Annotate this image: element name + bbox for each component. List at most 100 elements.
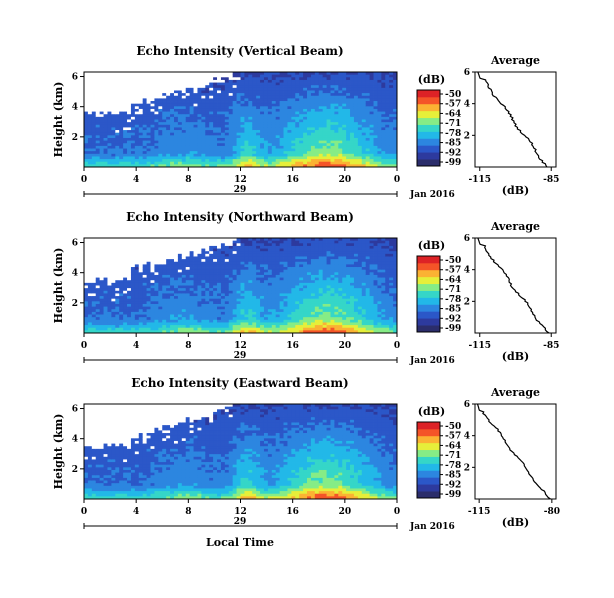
heatmap-cell	[127, 101, 132, 105]
heatmap-cell	[99, 161, 104, 165]
heatmap-cell	[162, 309, 167, 313]
heatmap-cell	[232, 122, 237, 126]
heatmap-cell	[224, 85, 230, 89]
heatmap-cell	[275, 116, 281, 120]
heatmap-cell	[228, 103, 234, 107]
heatmap-cell	[177, 256, 183, 260]
heatmap-cell	[236, 132, 241, 136]
heatmap-cell	[373, 132, 378, 136]
heatmap-cell	[107, 293, 112, 297]
heatmap-cell	[240, 306, 245, 310]
heatmap-cell	[373, 135, 378, 139]
heatmap-cell	[252, 161, 257, 165]
heatmap-cell	[248, 296, 253, 300]
heatmap-cell	[87, 330, 93, 334]
heatmap-cell	[209, 153, 214, 157]
heatmap-cell	[87, 264, 93, 268]
heatmap-cell	[271, 161, 277, 165]
heatmap-cell	[111, 259, 116, 263]
heatmap-cell	[357, 98, 363, 102]
heatmap-cell	[295, 72, 300, 76]
heatmap-cell	[217, 296, 222, 300]
heatmap-cell	[111, 108, 116, 112]
heatmap-cell	[193, 285, 198, 289]
heatmap-cell	[103, 127, 108, 131]
heatmap-cell	[260, 95, 265, 99]
heatmap-cell	[275, 77, 281, 81]
heatmap-cell	[271, 124, 277, 128]
heatmap-cell	[123, 159, 128, 163]
heatmap-cell	[173, 282, 179, 286]
heatmap-cell	[334, 164, 339, 168]
heatmap-cell	[283, 148, 288, 152]
heatmap-cell	[127, 251, 132, 255]
heatmap-cell	[240, 90, 245, 94]
heatmap-cell	[220, 127, 226, 131]
heatmap-cell	[150, 106, 155, 110]
heatmap-cell	[295, 267, 300, 271]
heatmap-cell	[130, 277, 136, 281]
heatmap-cell	[185, 259, 191, 263]
heatmap-cell	[189, 269, 194, 273]
heatmap-cell	[95, 132, 101, 136]
heatmap-cell	[142, 143, 147, 147]
heatmap-cell	[357, 119, 363, 123]
heatmap-cell	[154, 325, 159, 329]
heatmap-cell	[263, 317, 269, 321]
heatmap-cell	[123, 74, 128, 78]
heatmap-cell	[236, 148, 241, 152]
heatmap-cell	[185, 277, 191, 281]
heatmap-cell	[271, 145, 277, 149]
heatmap-cell	[142, 90, 147, 94]
heatmap-cell	[193, 264, 198, 268]
heatmap-cell	[263, 132, 269, 136]
heatmap-cell	[111, 95, 116, 99]
heatmap-cell	[170, 87, 175, 91]
heatmap-cell	[385, 72, 390, 76]
heatmap-cell	[107, 309, 112, 313]
heatmap-cell	[209, 311, 214, 315]
heatmap-cell	[166, 238, 171, 242]
heatmap-cell	[166, 79, 171, 83]
heatmap-cell	[217, 140, 222, 144]
heatmap-cell	[146, 82, 151, 86]
heatmap-cell	[150, 309, 155, 313]
heatmap-cell	[103, 296, 108, 300]
heatmap-cell	[181, 327, 187, 331]
heatmap-cell	[99, 135, 104, 139]
heatmap-cell	[130, 272, 136, 276]
heatmap-cell	[389, 127, 394, 131]
heatmap-cell	[295, 261, 300, 265]
heatmap-cell	[314, 82, 320, 86]
heatmap-cell	[162, 311, 167, 315]
heatmap-cell	[287, 311, 292, 315]
heatmap-cell	[283, 85, 288, 89]
heatmap-cell	[263, 322, 269, 326]
heatmap-cell	[217, 77, 222, 81]
heatmap-cell	[150, 290, 155, 294]
heatmap-cell	[346, 135, 351, 139]
heatmap-cell	[346, 114, 351, 118]
heatmap-cell	[107, 82, 112, 86]
heatmap-cell	[334, 85, 339, 89]
heatmap-cell	[123, 119, 128, 123]
heatmap-cell	[213, 127, 218, 131]
heatmap-cell	[322, 108, 327, 112]
heatmap-cell	[134, 319, 140, 323]
heatmap-cell	[189, 259, 194, 263]
heatmap-cell	[232, 325, 237, 329]
heatmap-cell	[338, 164, 343, 168]
heatmap-cell	[252, 93, 257, 97]
heatmap-cell	[256, 72, 261, 76]
heatmap-cell	[342, 74, 347, 78]
heatmap-cell	[127, 103, 132, 107]
heatmap-cell	[166, 243, 171, 247]
heatmap-cell	[318, 95, 324, 99]
heatmap-cell	[177, 325, 183, 329]
heatmap-cell	[260, 164, 265, 168]
heatmap-cell	[303, 248, 308, 252]
heatmap-cell	[213, 101, 218, 105]
heatmap-cell	[134, 240, 140, 244]
heatmap-cell	[353, 101, 359, 105]
heatmap-cell	[365, 124, 371, 128]
